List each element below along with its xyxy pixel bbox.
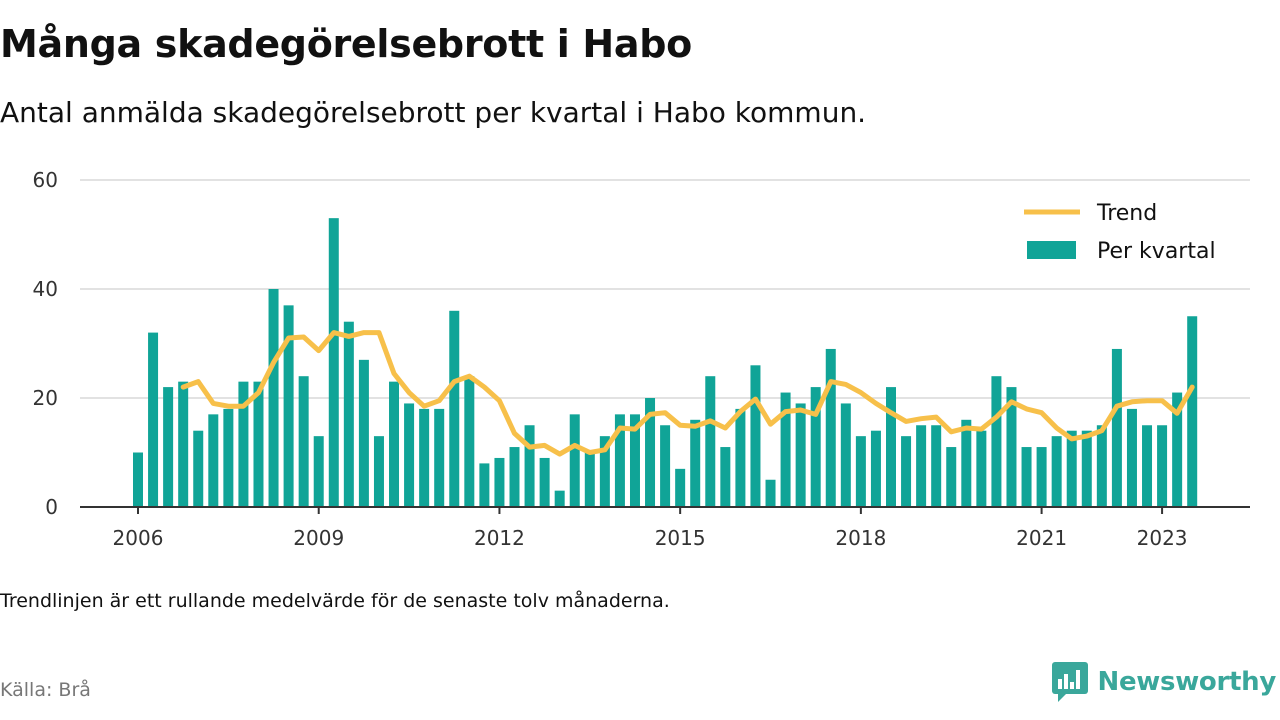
bar [539,457,550,507]
bar [1021,447,1032,507]
bar [1006,387,1017,507]
bar [569,414,580,507]
bar [524,425,535,507]
bar [780,392,791,507]
legend-bar-swatch [1027,241,1076,259]
bar [1036,447,1047,507]
bar [479,463,490,507]
bar [358,359,369,507]
bar [629,414,640,507]
bar [343,321,354,507]
y-tick-label: 40 [33,277,58,301]
bar [419,408,430,507]
bar [1157,425,1168,507]
bar [584,452,595,507]
bar [1111,348,1122,507]
x-tick-label: 2006 [113,526,164,550]
legend-bar-label: Per kvartal [1097,239,1216,264]
legend: Trend Per kvartal [1024,201,1216,264]
bar [690,419,701,507]
bar [946,447,957,507]
bar [735,408,746,507]
y-tick-label: 0 [45,495,58,519]
bar [901,436,912,507]
bar [991,376,1002,507]
x-tick-label: 2015 [655,526,706,550]
bar [1172,392,1183,507]
bar [855,436,866,507]
bar [810,387,821,507]
bar [675,468,686,507]
trend-line [180,330,1195,457]
source-credit: Källa: Brå [0,679,91,701]
bar [434,408,445,507]
trend-series [180,330,1195,457]
bar [870,430,881,507]
bar [449,310,460,507]
bar-series [133,218,1198,507]
bar [268,289,279,507]
bar [1126,408,1137,507]
bar [795,403,806,507]
bar [253,381,264,507]
bar [976,430,987,507]
bar [660,425,671,507]
bar [705,376,716,507]
x-tick-label: 2009 [293,526,344,550]
bar [494,457,505,507]
chart-subtitle: Antal anmälda skadegörelsebrott per kvar… [0,96,867,129]
bar [238,381,249,507]
bar-chart: 0 20 40 60 2006 2009 2012 2015 2018 2021 2023 Tren… [33,168,1250,550]
bar [750,365,761,507]
bar [1096,425,1107,507]
footnote: Trendlinjen är ett rullande medelvärde f… [0,590,670,612]
bar [328,218,339,507]
bar [840,403,851,507]
bar [765,479,776,507]
bar [283,305,294,507]
x-tick-label: 2023 [1137,526,1188,550]
bar [1051,436,1062,507]
bar [404,403,415,507]
chart-title: Många skadegörelsebrott i Habo [0,22,692,66]
bar [886,387,896,507]
bar [825,348,836,507]
x-tick-label: 2021 [1016,526,1067,550]
y-tick-label: 60 [33,168,58,192]
bar [645,398,656,507]
bar [389,381,400,507]
brand-logo[interactable]: Newsworthy [1051,662,1277,702]
bar [614,414,625,507]
bar [163,387,174,507]
bar [464,376,475,507]
brand-name: Newsworthy [1097,667,1277,697]
bar [298,376,309,507]
x-tick-label: 2018 [835,526,886,550]
axes: 0 20 40 60 2006 2009 2012 2015 2018 2021 2023 [33,168,1250,550]
x-tick-label: 2012 [474,526,525,550]
newsworthy-logo-icon [1051,662,1088,702]
bar [178,381,189,507]
bar [1081,430,1092,507]
bar [313,436,324,507]
y-tick-label: 20 [33,386,58,410]
bar [599,436,610,507]
bar [373,436,384,507]
bar [554,490,565,507]
bar [931,425,942,507]
bar [1142,425,1153,507]
bar [720,447,731,507]
bar [1187,316,1198,507]
legend-trend-label: Trend [1096,201,1157,226]
bar [148,332,159,507]
bar [916,425,927,507]
bar [509,447,520,507]
bar [133,452,143,507]
bar [961,419,972,507]
bar [208,414,219,507]
bar [193,430,204,507]
bar [1066,430,1077,507]
bar [223,408,234,507]
